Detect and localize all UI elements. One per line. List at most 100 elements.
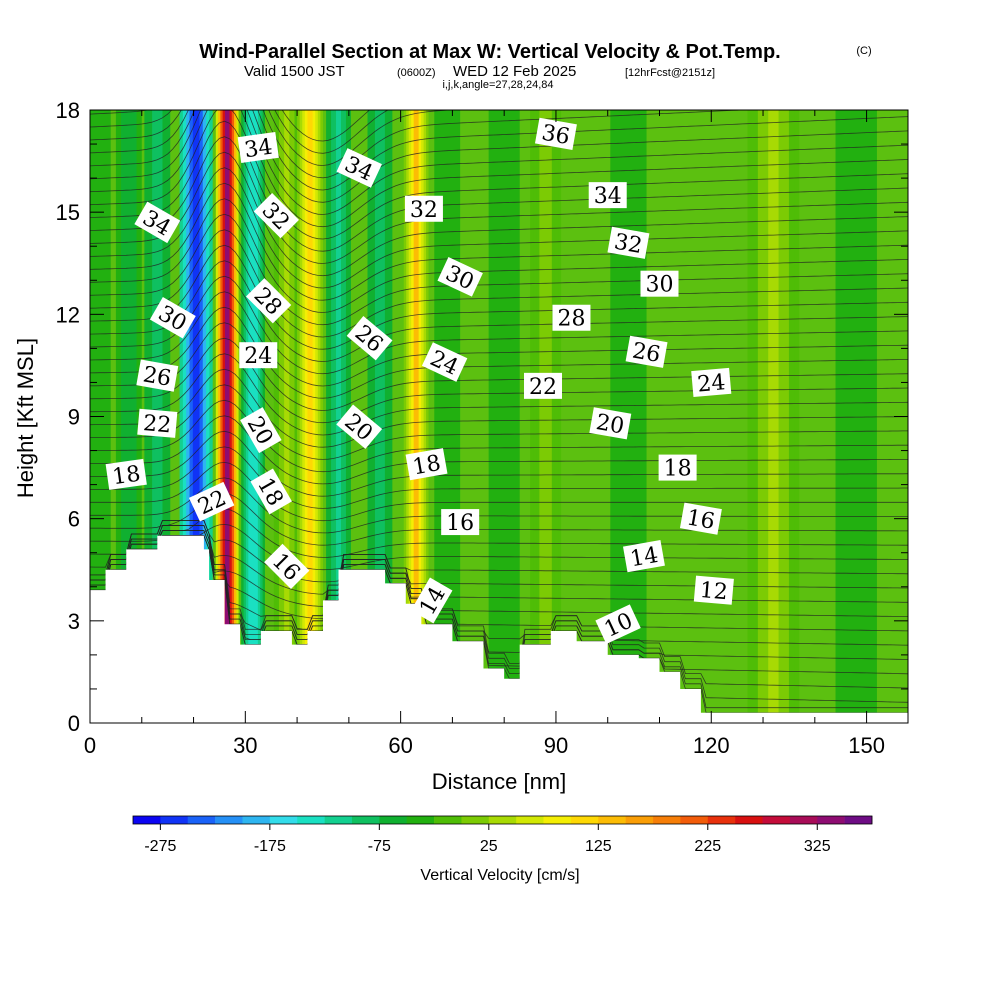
colorbar-swatch [598,816,626,824]
contour-label: 18 [658,454,697,482]
theta-contour-line [90,399,908,473]
theta-contour-line [90,167,908,289]
contour-label: 26 [346,316,393,361]
colorbar-swatch [215,816,243,824]
theta-contour-line [90,384,908,460]
contour-label: 16 [441,509,480,536]
theta-contour-line [90,136,908,264]
contour-label-text: 24 [696,370,726,397]
colorbar-swatch [707,816,736,824]
x-axis-label: Distance [nm] [432,769,567,794]
contour-label-text: 12 [699,578,729,605]
y-tick-label: 6 [68,507,80,532]
contour-label: 34 [134,201,181,244]
y-tick-label: 15 [56,200,80,225]
contour-label-box [441,509,480,536]
colorbar-swatch [160,816,189,824]
colorbar-swatch [680,816,709,824]
colorbar-swatch [351,816,380,824]
contour-label-box [240,407,282,454]
colorbar-swatch [516,816,544,824]
theta-contour-line [90,520,908,583]
colorbar-swatch [789,816,818,824]
theta-contour-line [90,523,908,571]
contour-label-text: 20 [594,410,626,439]
contour-label: 18 [105,458,147,490]
contour-label-box [658,454,697,481]
contour-label-box [679,502,722,535]
valid-utc-label: (0600Z) [397,67,436,79]
theta-contour-line [90,110,908,191]
contour-label: 18 [405,448,448,480]
theta-contour-line [90,291,908,387]
x-tick-label: 150 [848,733,885,758]
x-tick-label: 60 [388,733,412,758]
contour-label-text: 34 [243,135,274,164]
colorbar-tick-label: -75 [368,838,391,855]
theta-contour-line [90,110,751,179]
theta-contour-line [90,368,908,448]
contour-label-text: 18 [664,457,692,482]
chart-title: Wind-Parallel Section at Max W: Vertical… [199,41,780,63]
contour-label: 22 [524,372,563,400]
copyright-mark: (C) [856,45,871,57]
contour-label: 32 [607,226,650,259]
y-tick-label: 12 [56,302,80,327]
contour-label: 10 [595,604,641,645]
contour-label-box [237,131,279,163]
contour-label-box [524,372,563,399]
theta-contour-line [90,477,908,534]
terrain-mask [90,535,908,723]
valid-date-label: WED 12 Feb 2025 [453,63,576,80]
contour-label-text: 22 [529,375,557,400]
theta-contour-line [90,213,908,326]
theta-contour-line [90,535,908,675]
theta-contour-line [90,120,908,252]
contour-label-box [134,201,181,244]
theta-contour-line [90,322,908,411]
x-axis: 0 30 60 90 120 150 [84,110,885,758]
colorbar: -275 -175 -75 25 125 225 325 [132,815,873,855]
theta-contour-line [90,530,908,660]
colorbar-swatch [187,816,216,824]
contour-label-box [149,296,196,339]
velocity-band [192,110,200,723]
theta-contour-line [90,110,908,240]
contour-label-box [188,481,235,522]
velocity-band [542,110,549,723]
contour-label-box [336,148,382,188]
y-tick-label: 9 [68,405,80,430]
colorbar-swatch [844,816,873,824]
theta-contours [90,110,908,714]
y-tick-label: 18 [56,98,80,123]
forecast-label: [12hrFcst@2151z] [625,67,715,79]
contour-label-box [607,226,650,259]
theta-contour-line [90,525,908,646]
contour-label: 12 [693,575,734,605]
x-tick-label: 90 [544,733,568,758]
contour-label-box [253,192,300,239]
contour-label-text: 32 [410,198,438,223]
colorbar-tick-label: -275 [144,838,176,855]
contour-label-box [437,257,483,297]
contour-label-box [589,407,632,440]
colorbar-swatch [434,816,462,824]
colorbar-swatch [324,816,353,824]
colorbar-swatch [379,816,408,824]
theta-contour-line [90,535,908,620]
theta-contour-line [90,182,908,301]
theta-contour-line [90,337,908,424]
theta-contour-line [90,110,908,215]
colorbar-swatch [297,816,325,824]
colorbar-swatch [242,816,271,824]
contour-label-box [691,367,732,398]
contour-label: 16 [679,502,722,535]
colorbar-swatch [488,816,517,824]
velocity-band [307,110,313,723]
velocity-band [284,110,290,723]
theta-contour-line [90,110,908,203]
theta-contour-line [90,260,908,362]
contour-label: 32 [404,195,443,223]
velocity-band [413,110,419,723]
